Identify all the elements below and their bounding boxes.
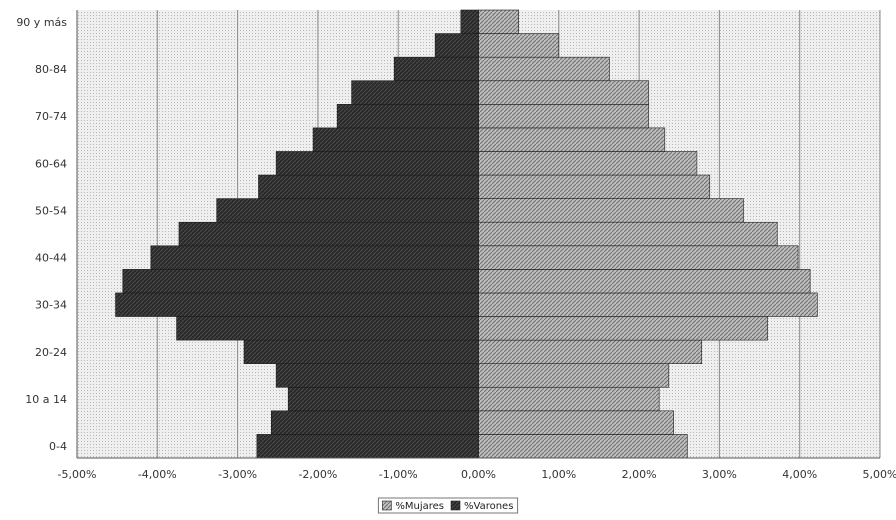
bar-varones xyxy=(275,151,479,176)
x-tick-label: 5,00% xyxy=(863,468,896,481)
bar-varones xyxy=(122,269,479,294)
x-tick-label: -3,00% xyxy=(218,468,257,481)
legend-label-mujares: %Mujares xyxy=(395,501,444,512)
y-tick-label: 80-84 xyxy=(35,63,67,76)
legend-label-varones: %Varones xyxy=(464,501,513,512)
bar-mujares xyxy=(478,104,650,129)
bar-varones xyxy=(393,56,479,82)
bar-mujares xyxy=(478,434,688,459)
bar-mujares xyxy=(478,245,799,270)
y-tick-label: 50-54 xyxy=(35,204,67,217)
bar-mujares xyxy=(478,386,660,412)
x-tick-label: -1,00% xyxy=(379,468,418,481)
bar-varones xyxy=(287,386,479,412)
bar-mujares xyxy=(478,9,519,34)
plot-area: -5,00% -4,00% -3,00% -2,00% -1,00% 0,00% 1,00%… xyxy=(16,9,896,481)
bar-mujares xyxy=(478,339,703,364)
y-tick-label: 0-4 xyxy=(49,440,67,453)
x-tick-label: 1,00% xyxy=(541,468,576,481)
x-tick-label: 2,00% xyxy=(622,468,657,481)
y-tick-label: 30-34 xyxy=(35,299,67,312)
bar-varones xyxy=(256,434,479,459)
y-tick-label: 40-44 xyxy=(35,252,67,265)
legend-box xyxy=(377,497,519,514)
y-tick-label: 90 y más xyxy=(16,16,67,29)
bar-varones xyxy=(115,292,479,317)
legend-swatch-varones xyxy=(450,500,461,511)
bar-mujares xyxy=(478,174,711,199)
bar-varones xyxy=(150,245,479,270)
x-tick-label: 3,00% xyxy=(702,468,737,481)
x-tick-label: -5,00% xyxy=(58,468,97,481)
bar-mujares xyxy=(478,56,610,82)
bar-mujares xyxy=(478,221,778,247)
bar-varones xyxy=(178,221,479,247)
y-tick-label: 70-74 xyxy=(35,110,67,123)
x-tick-label: 4,00% xyxy=(782,468,817,481)
bar-varones xyxy=(351,80,479,105)
bar-mujares xyxy=(478,269,811,294)
bar-mujares xyxy=(478,151,698,176)
bar-varones xyxy=(216,198,479,223)
x-tick-label: 0,00% xyxy=(461,468,496,481)
bar-varones xyxy=(275,363,479,388)
bar-mujares xyxy=(478,80,650,105)
bar-mujares xyxy=(478,292,818,317)
bar-mujares xyxy=(478,316,768,341)
bar-mujares xyxy=(478,363,670,388)
x-tick-label: -4,00% xyxy=(138,468,177,481)
y-tick-label: 60-64 xyxy=(35,157,67,170)
x-tick-label: -2,00% xyxy=(298,468,337,481)
y-tick-label: 20-24 xyxy=(35,346,67,359)
y-tick-label: 10 a 14 xyxy=(25,393,67,406)
legend: %Mujares %Varones xyxy=(377,497,519,514)
bar-varones xyxy=(271,410,479,435)
bar-mujares xyxy=(478,198,744,223)
bar-mujares xyxy=(478,33,560,58)
bar-varones xyxy=(336,104,479,129)
bar-mujares xyxy=(478,410,674,435)
bar-varones xyxy=(460,9,479,34)
legend-swatch-mujares xyxy=(382,500,392,511)
bar-varones xyxy=(176,316,479,341)
bar-varones xyxy=(434,33,479,58)
bar-varones xyxy=(258,174,479,199)
bar-varones xyxy=(312,127,479,152)
bar-varones xyxy=(243,339,479,364)
bar-mujares xyxy=(478,127,666,152)
